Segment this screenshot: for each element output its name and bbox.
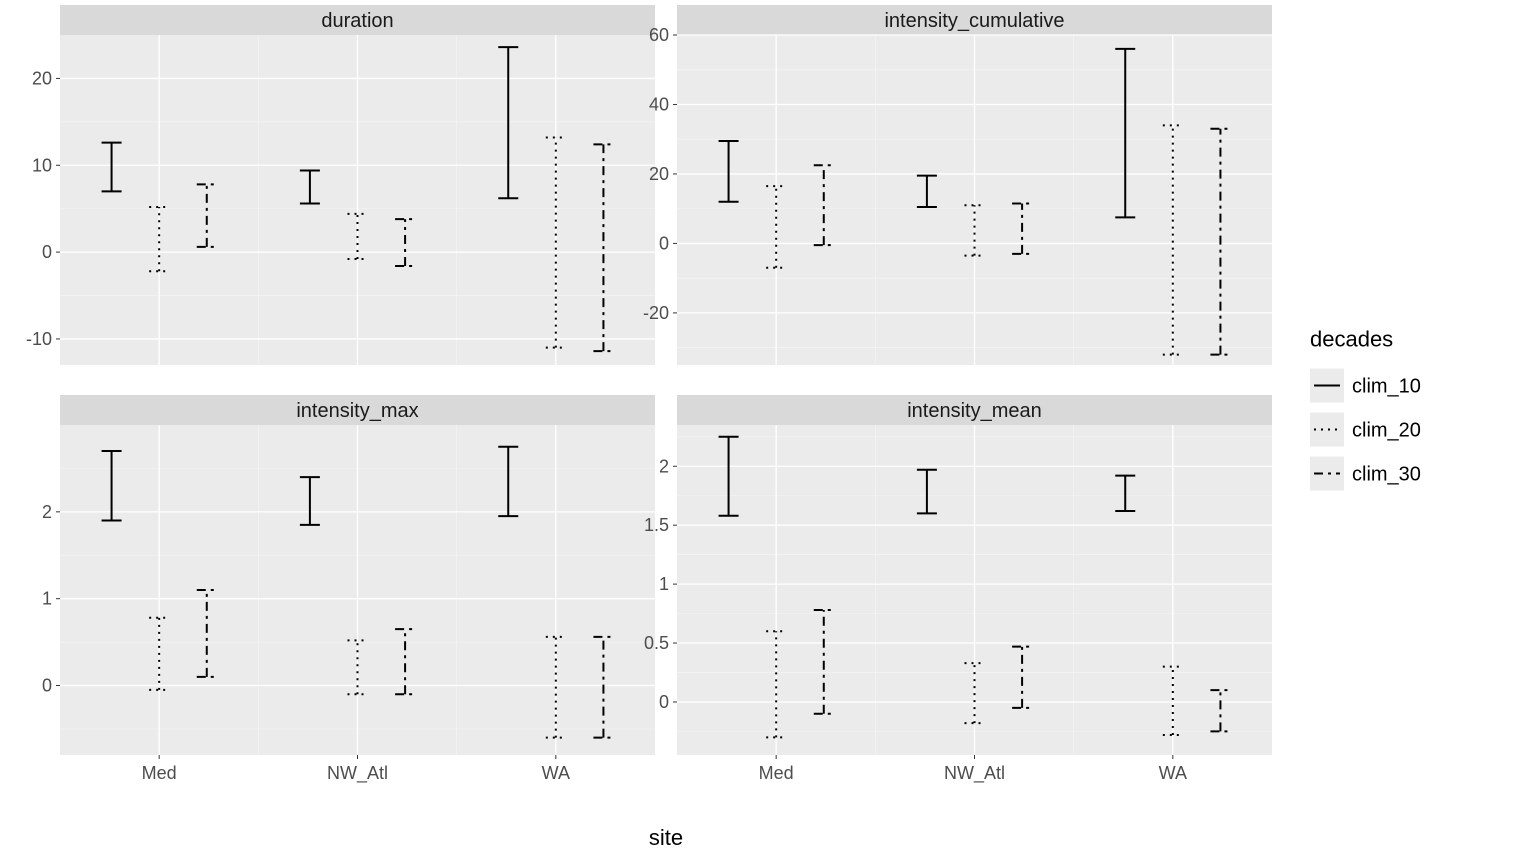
x-tick-label: NW_Atl bbox=[944, 763, 1005, 784]
panel-title: intensity_cumulative bbox=[884, 10, 1064, 32]
y-tick-label: -10 bbox=[26, 329, 52, 349]
x-tick-label: NW_Atl bbox=[327, 763, 388, 784]
legend-title: decades bbox=[1310, 327, 1393, 352]
x-tick-label: WA bbox=[1159, 763, 1187, 783]
y-tick-label: 1 bbox=[659, 574, 669, 594]
panel-duration: duration -10 0 10 20 bbox=[26, 5, 655, 365]
y-tick-label: 10 bbox=[32, 155, 52, 175]
legend-item-label: clim_20 bbox=[1352, 420, 1421, 442]
panel-title: intensity_mean bbox=[907, 400, 1042, 422]
y-tick-label: 2 bbox=[659, 456, 669, 476]
y-tick-label: 40 bbox=[649, 94, 669, 114]
x-axis-title: site bbox=[649, 825, 683, 850]
x-tick-label: WA bbox=[542, 763, 570, 783]
y-tick-label: 1 bbox=[42, 589, 52, 609]
figure-root: { "figure": { "width": 1536, "height": 8… bbox=[0, 0, 1536, 865]
panel-title: intensity_max bbox=[296, 400, 418, 422]
legend-item-label: clim_10 bbox=[1352, 376, 1421, 398]
y-tick-label: 0 bbox=[42, 676, 52, 696]
panel-intensity_mean: intensity_mean 0 0.5 1 1.5 2 Med NW_Atl WA bbox=[644, 395, 1272, 784]
panel-intensity_max: intensity_max 0 1 2 Med NW_Atl WA bbox=[42, 395, 655, 784]
y-tick-label: 2 bbox=[42, 502, 52, 522]
facet-grid-chart: duration-1001020intensity_cumulative-200… bbox=[0, 0, 1536, 865]
panel-title: duration bbox=[321, 10, 393, 32]
y-tick-label: 60 bbox=[649, 25, 669, 45]
panel-intensity_cumulative: intensity_cumulative -20 0 20 40 60 bbox=[643, 5, 1272, 365]
y-tick-label: 1.5 bbox=[644, 515, 669, 535]
y-tick-label: 0 bbox=[659, 233, 669, 253]
y-tick-label: 20 bbox=[32, 68, 52, 88]
y-tick-label: 0 bbox=[42, 242, 52, 262]
y-tick-label: 0 bbox=[659, 692, 669, 712]
y-tick-label: 0.5 bbox=[644, 633, 669, 653]
legend-item-label: clim_30 bbox=[1352, 464, 1421, 486]
x-tick-label: Med bbox=[142, 763, 177, 783]
legend: decades clim_10 clim_20 clim_30 bbox=[1310, 327, 1421, 491]
y-tick-label: -20 bbox=[643, 303, 669, 323]
y-tick-label: 20 bbox=[649, 164, 669, 184]
x-tick-label: Med bbox=[759, 763, 794, 783]
